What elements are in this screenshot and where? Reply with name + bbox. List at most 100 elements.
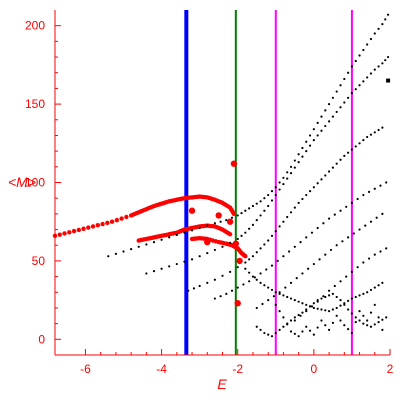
series-5-point	[229, 241, 232, 244]
plot-lines	[184, 10, 353, 355]
series-4-point	[293, 159, 296, 162]
series-11-point	[259, 328, 262, 332]
series-6-point	[339, 158, 342, 161]
series-6-point	[320, 178, 323, 181]
series-6-point	[229, 270, 232, 273]
series-12-point	[316, 326, 319, 329]
series-10-point	[327, 309, 331, 313]
series-7-point	[270, 264, 274, 267]
series-1-point	[124, 214, 129, 220]
series-8-point	[318, 258, 321, 261]
x-tick-label: -2	[232, 362, 243, 376]
x-tick-label: -4	[156, 362, 167, 376]
series-10-point	[381, 281, 384, 284]
series-5-point	[377, 65, 380, 68]
series-11-point	[362, 322, 365, 325]
series-5-point	[312, 139, 315, 142]
series-12-point	[312, 333, 315, 336]
series-7-point	[327, 217, 331, 220]
series-4-point	[255, 202, 258, 205]
series-10-point	[331, 308, 334, 311]
series-6-point	[289, 211, 293, 214]
series-4-point	[198, 226, 201, 230]
series-6-point	[293, 206, 296, 209]
series-10-point	[293, 299, 296, 302]
series-5-point	[175, 262, 178, 266]
series-10-point	[316, 307, 319, 310]
series-5-point	[286, 177, 289, 180]
series-12-point	[347, 328, 350, 331]
series-5-point	[152, 270, 156, 273]
series-8-point	[278, 291, 281, 294]
series-12-point	[358, 309, 361, 313]
series-11-point	[354, 316, 357, 319]
series-12-point	[320, 319, 323, 322]
series-10-point	[301, 302, 304, 305]
series-4-point	[251, 204, 255, 208]
red-marker	[204, 238, 211, 246]
series-10-point	[366, 291, 369, 294]
series-5-point	[320, 129, 323, 132]
series-9-point	[327, 289, 331, 292]
series-10-point	[320, 308, 323, 311]
series-8-point	[284, 286, 287, 289]
series-6-point	[255, 251, 258, 254]
series-4-point	[347, 71, 350, 74]
series-10-point	[244, 267, 247, 270]
series-4-point	[263, 197, 266, 200]
series-10-point	[267, 286, 270, 289]
y-axis-title: <M>	[8, 174, 36, 190]
series-4-point	[107, 255, 110, 258]
y-tick-label: 0	[38, 332, 45, 346]
series-10-point	[263, 284, 266, 287]
series-10-point	[289, 297, 293, 300]
series-8-point	[255, 306, 258, 310]
series-5-point	[386, 55, 390, 59]
series-7-point	[322, 222, 325, 225]
series-5-point	[381, 62, 384, 65]
series-11-point	[347, 308, 350, 311]
series-9-point	[322, 295, 325, 298]
series-11-point	[289, 319, 293, 322]
series-11-point	[278, 328, 281, 332]
series-7-point	[225, 292, 228, 295]
series-10-point	[270, 288, 274, 292]
series-6-point	[350, 148, 354, 151]
series-6-point	[381, 126, 384, 129]
series-4-point	[160, 238, 163, 241]
series-6-point	[270, 234, 274, 237]
series-11-point	[297, 313, 300, 317]
series-4-point	[343, 77, 346, 81]
series-6-point	[244, 261, 247, 264]
series-5-point	[244, 231, 247, 234]
series-10-point	[335, 306, 338, 310]
series-11-point	[274, 331, 277, 335]
series-8-point	[261, 302, 264, 306]
series-5-point	[255, 219, 258, 222]
series-4-point	[206, 224, 209, 227]
series-5-point	[358, 84, 361, 87]
series-6-point	[308, 190, 312, 193]
series-4-point	[335, 90, 338, 93]
series-11-point	[324, 295, 327, 299]
series-10-point	[324, 309, 327, 312]
series-6-point	[187, 289, 190, 292]
series-10-point	[251, 275, 255, 278]
y-tick-label: 50	[32, 254, 46, 268]
series-6-point	[358, 142, 361, 145]
series-4-point	[339, 84, 342, 87]
series-6-point	[316, 182, 319, 185]
series-5-point	[373, 68, 376, 71]
series-9-point	[350, 270, 354, 273]
series-4-point	[354, 59, 357, 63]
series-12-point	[282, 316, 285, 319]
series-7-point	[316, 226, 319, 230]
series-6-point	[251, 255, 255, 258]
series-9-point	[345, 275, 348, 278]
red-marker	[236, 257, 243, 265]
series-11-point	[263, 331, 266, 335]
series-10-point	[274, 291, 277, 294]
series-6-point	[354, 145, 357, 148]
series-11-point	[301, 311, 304, 314]
series-6-point	[312, 186, 315, 189]
